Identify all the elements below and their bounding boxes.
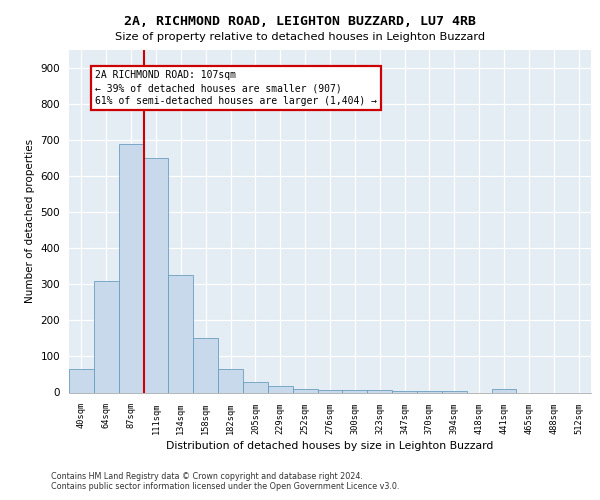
Bar <box>94 280 119 392</box>
Bar <box>343 390 367 392</box>
Text: 2A RICHMOND ROAD: 107sqm
← 39% of detached houses are smaller (907)
61% of semi-: 2A RICHMOND ROAD: 107sqm ← 39% of detach… <box>95 70 377 106</box>
Bar <box>119 144 143 392</box>
Bar <box>268 386 293 392</box>
Bar <box>317 390 343 392</box>
Bar <box>243 382 268 392</box>
Bar <box>143 158 169 392</box>
Bar <box>69 369 94 392</box>
Text: 2A, RICHMOND ROAD, LEIGHTON BUZZARD, LU7 4RB: 2A, RICHMOND ROAD, LEIGHTON BUZZARD, LU7… <box>124 15 476 28</box>
Text: Contains public sector information licensed under the Open Government Licence v3: Contains public sector information licen… <box>51 482 400 491</box>
Bar <box>218 369 243 392</box>
Bar <box>417 391 442 392</box>
Bar <box>193 338 218 392</box>
Bar <box>293 389 317 392</box>
X-axis label: Distribution of detached houses by size in Leighton Buzzard: Distribution of detached houses by size … <box>166 440 494 450</box>
Y-axis label: Number of detached properties: Number of detached properties <box>25 139 35 304</box>
Text: Size of property relative to detached houses in Leighton Buzzard: Size of property relative to detached ho… <box>115 32 485 42</box>
Bar <box>169 276 193 392</box>
Bar <box>491 389 517 392</box>
Bar <box>367 390 392 392</box>
Text: Contains HM Land Registry data © Crown copyright and database right 2024.: Contains HM Land Registry data © Crown c… <box>51 472 363 481</box>
Bar <box>392 390 417 392</box>
